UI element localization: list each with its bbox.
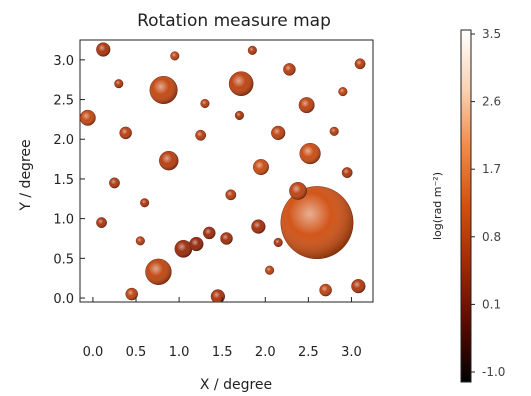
y-tick-label: 1.5 [53, 173, 74, 188]
x-tick-label: 1.5 [212, 345, 233, 360]
data-point-shading [195, 130, 206, 141]
data-point-shading [125, 288, 138, 301]
chart-title: Rotation measure map [137, 11, 331, 31]
colorbar-tick-label: 2.6 [482, 95, 501, 109]
data-point-shading [119, 126, 132, 139]
colorbar-tick-label: 1.7 [482, 162, 501, 176]
data-point-shading [203, 226, 216, 239]
x-tick-label: 2.5 [298, 345, 319, 360]
data-point-shading [265, 265, 274, 275]
data-point-shading [159, 151, 179, 171]
data-point-shading [174, 240, 193, 258]
data-point-shading [225, 189, 236, 200]
data-point-shading [351, 279, 366, 294]
y-tick-label: 1.0 [53, 213, 74, 228]
data-point-shading [96, 42, 111, 57]
data-point-shading [271, 125, 286, 140]
data-point-shading [329, 126, 339, 136]
data-point-shading [136, 236, 145, 246]
data-point-shading [229, 71, 254, 96]
data-point-shading [341, 167, 353, 178]
x-tick-label: 0.0 [83, 345, 104, 360]
colorbar-label: log(rad m⁻²) [431, 172, 444, 240]
colorbar-tick-label: 3.5 [482, 27, 501, 41]
data-point-shading [109, 177, 120, 189]
points-layer [80, 42, 366, 302]
x-tick-label: 0.5 [126, 345, 147, 360]
y-tick-label: 2.5 [53, 94, 74, 109]
data-point-shading [280, 186, 354, 259]
data-point-shading [273, 238, 283, 247]
x-tick-label: 3.0 [341, 345, 362, 360]
data-point-shading [289, 182, 307, 200]
data-point-shading [248, 46, 257, 55]
data-point-shading [354, 58, 366, 69]
data-point-shading [189, 237, 204, 251]
colorbar-tick-label: -1.0 [482, 365, 505, 379]
y-tick-label: 0.5 [53, 252, 74, 267]
data-point-shading [210, 289, 225, 302]
y-axis-label: Y / degree [18, 139, 34, 211]
data-point-shading [80, 110, 96, 126]
x-axis: 0.0 0.5 1.0 1.5 2.0 2.5 3.0 [83, 297, 362, 360]
data-point-shading [149, 76, 178, 104]
y-tick-label: 3.0 [53, 54, 74, 69]
plot-area [79, 39, 374, 303]
y-tick-label: 2.0 [53, 133, 74, 148]
x-axis-label: X / degree [200, 377, 272, 393]
data-point-shading [338, 87, 348, 96]
colorbar-tick-label: 0.1 [482, 297, 501, 311]
data-point-shading [235, 111, 244, 120]
y-axis: 0.0 0.5 1.0 1.5 2.0 2.5 3.0 [53, 54, 85, 307]
data-point-shading [96, 217, 107, 228]
colorbar [460, 29, 472, 383]
data-point-shading [145, 258, 172, 285]
data-point-shading [253, 159, 269, 175]
data-point-shading [200, 99, 210, 108]
y-tick-label: 0.0 [53, 292, 74, 307]
data-point-shading [298, 97, 315, 113]
data-point-shading [220, 232, 233, 245]
data-point-shading [170, 51, 180, 61]
data-point-shading [251, 219, 266, 234]
data-point-shading [299, 143, 321, 164]
data-point-shading [140, 198, 149, 208]
data-point-shading [114, 79, 124, 88]
colorbar-axis: 3.5 2.6 1.7 0.8 0.1 -1.0 [471, 27, 505, 379]
colorbar-tick-label: 0.8 [482, 230, 501, 244]
data-point-shading [283, 63, 296, 76]
data-point-shading [319, 284, 332, 297]
x-tick-label: 1.0 [169, 345, 190, 360]
x-tick-label: 2.0 [255, 345, 276, 360]
